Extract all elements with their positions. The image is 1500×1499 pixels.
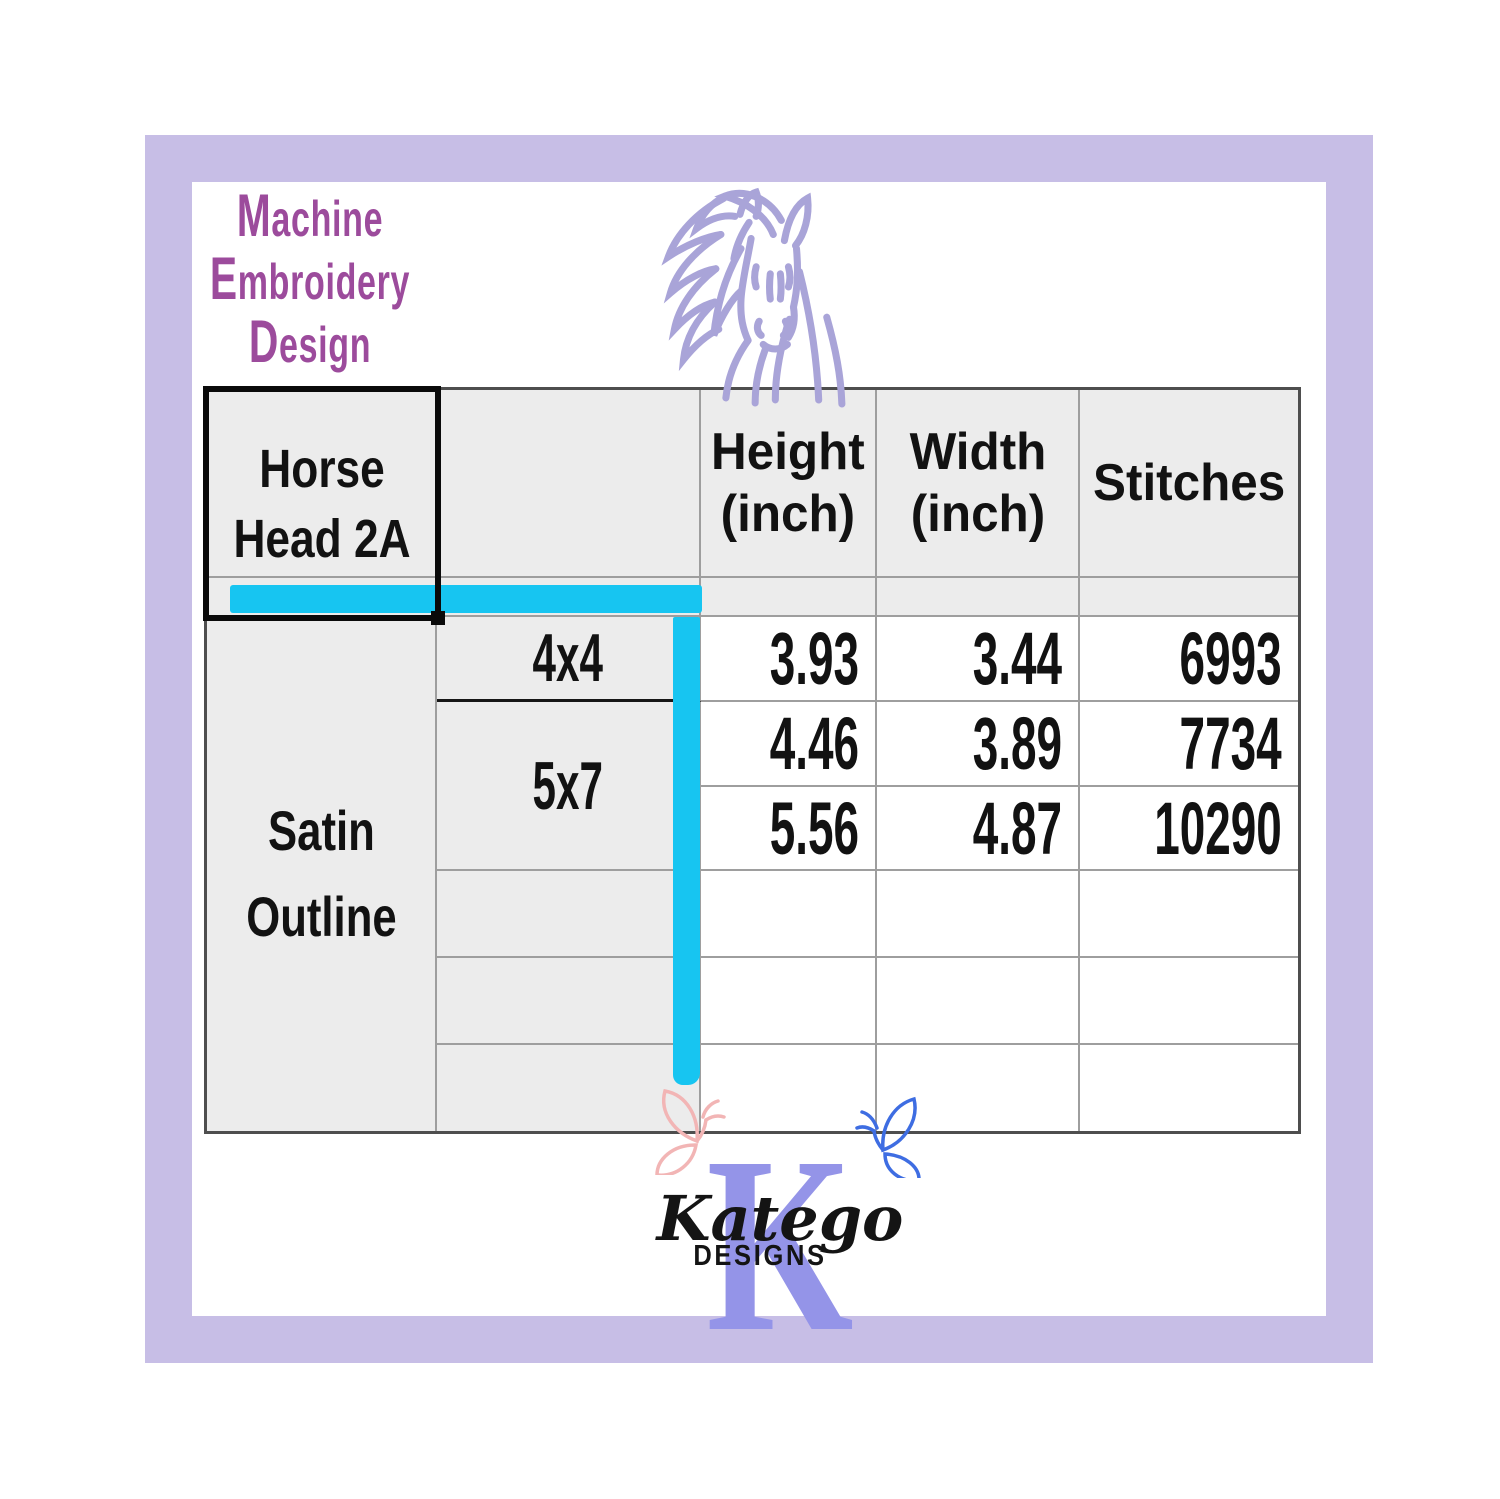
header-cell-width: Width (inch) (877, 390, 1080, 578)
title-line-3: Design (248, 308, 372, 375)
logo-subtitle: DESIGNS (693, 1240, 827, 1272)
title-line-1: Machine (236, 182, 384, 249)
header-cell-height: Height (inch) (701, 390, 877, 578)
empty-cell (701, 871, 877, 958)
title-block: Machine Embroidery Design (150, 186, 470, 375)
stitches-value-cell: 7734 (1080, 702, 1298, 787)
cyan-highlight-horizontal (230, 585, 702, 613)
blue-butterfly-icon (855, 1096, 921, 1178)
selection-fill-handle (431, 611, 445, 625)
hoop-cell-4x4: 4x4 (437, 617, 701, 702)
size-table: Height (inch) Width (inch) Stitches Sati… (203, 386, 1301, 1134)
hoop-cell-5x7: 5x7 (437, 702, 701, 871)
technique-cell: Satin Outline (207, 617, 437, 1131)
horse-head-embroidery-icon (661, 187, 846, 408)
technique-line2: Outline (245, 885, 397, 948)
header-cell-empty (437, 390, 701, 578)
hoop-cell-empty (437, 1045, 701, 1131)
spacer-cell (701, 578, 877, 617)
empty-cell (877, 871, 1080, 958)
title-line-2: Embroidery (209, 245, 411, 312)
pink-butterfly-icon (655, 1088, 726, 1175)
height-value-cell: 3.93 (701, 617, 877, 702)
design-name-cell: Horse Head 2A (203, 386, 441, 621)
empty-cell (1080, 958, 1298, 1045)
empty-cell (877, 958, 1080, 1045)
empty-cell (1080, 871, 1298, 958)
height-value-cell: 4.46 (701, 702, 877, 787)
logo-name: Katego (656, 1182, 904, 1255)
logo-initial: K (706, 1104, 854, 1384)
empty-cell (877, 1045, 1080, 1131)
technique-line1: Satin (267, 799, 375, 862)
width-value-cell: 3.89 (877, 702, 1080, 787)
size-table-grid: Height (inch) Width (inch) Stitches Sati… (203, 386, 1298, 1131)
design-name-line1: Horse (259, 438, 385, 499)
design-name-line2: Head 2A (233, 508, 411, 569)
empty-cell (701, 1045, 877, 1131)
width-header-line2: (inch) (910, 485, 1045, 543)
empty-cell (1080, 1045, 1298, 1131)
width-header-line1: Width (909, 423, 1046, 481)
stitches-value-cell: 6993 (1080, 617, 1298, 702)
header-cell-stitches: Stitches (1080, 390, 1298, 578)
width-value-cell: 4.87 (877, 787, 1080, 871)
hoop-cell-empty (437, 871, 701, 958)
spacer-cell (877, 578, 1080, 617)
spacer-cell (1080, 578, 1298, 617)
empty-cell (701, 958, 877, 1045)
stitches-value-cell: 10290 (1080, 787, 1298, 871)
cyan-highlight-vertical (673, 617, 700, 1085)
height-value-cell: 5.56 (701, 787, 877, 871)
stitches-header: Stitches (1092, 454, 1286, 512)
hoop-cell-empty (437, 958, 701, 1045)
height-header-line1: Height (711, 423, 865, 481)
height-header-line2: (inch) (720, 485, 856, 543)
width-value-cell: 3.44 (877, 617, 1080, 702)
